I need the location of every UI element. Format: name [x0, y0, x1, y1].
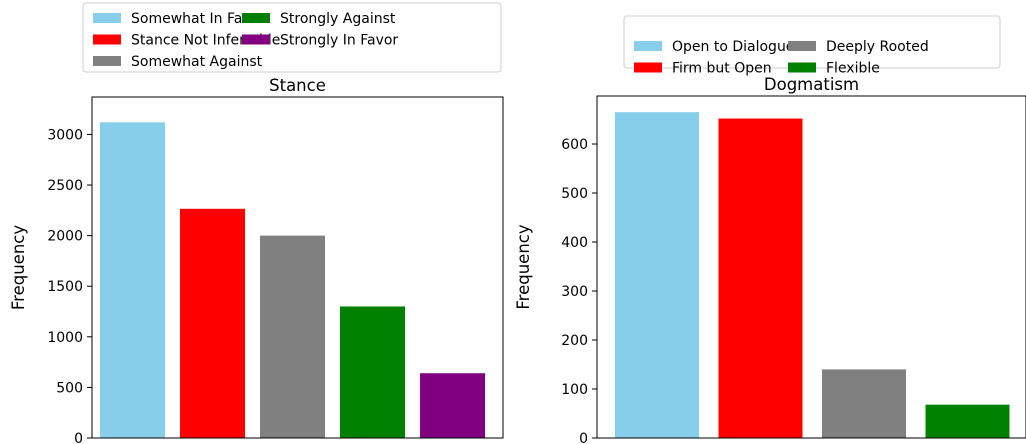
- bar-somewhat-in-favor: [100, 122, 165, 438]
- legend-label-flexible: Flexible: [826, 61, 880, 77]
- y-tick-label: 0: [74, 431, 83, 444]
- bar-strongly-against: [340, 306, 405, 438]
- bar-somewhat-against: [260, 235, 325, 438]
- y-tick-label: 500: [56, 380, 83, 396]
- legend-label-firm-but-open: Firm but Open: [672, 61, 772, 77]
- axes-frame: [91, 96, 504, 439]
- y-tick-label: 400: [561, 235, 588, 251]
- legend-label-somewhat-in-favor: Somewhat In Favor: [131, 11, 265, 27]
- legend-label-somewhat-against: Somewhat Against: [131, 54, 263, 70]
- legend: Open to Dialogue Firm but Open Deeply Root…: [623, 15, 1001, 77]
- legend-label-deeply-rooted: Deeply Rooted: [826, 39, 929, 55]
- legend-swatch-stance-not-inferrable: [93, 34, 121, 45]
- y-axis-label: Frequency: [514, 224, 533, 309]
- legend-swatch-firm-but-open: [634, 62, 662, 73]
- legend-swatch-somewhat-against: [93, 56, 121, 66]
- legend-swatch-open-to-dialogue: [634, 41, 662, 51]
- legend-swatch-strongly-in-favor: [242, 34, 270, 45]
- legend-label-open-to-dialogue: Open to Dialogue: [672, 39, 794, 55]
- y-tick-label: 100: [561, 382, 588, 398]
- legend-swatch-deeply-rooted: [788, 41, 816, 51]
- y-tick-label: 200: [561, 333, 588, 349]
- legend-swatch-flexible: [788, 62, 816, 73]
- legend-label-strongly-in-favor: Strongly In Favor: [280, 33, 398, 49]
- legend-label-strongly-against: Strongly Against: [280, 11, 396, 27]
- chart-title: Dogmatism: [764, 75, 859, 94]
- chart-dogmatism: 0 100 200 300 400 500 600 Dogmatism Frequency Ope…: [514, 15, 1026, 444]
- y-tick-label: 600: [561, 137, 588, 153]
- bar-stance-not-inferrable: [180, 208, 245, 438]
- bar-firm-but-open: [718, 118, 803, 438]
- bar-strongly-in-favor: [420, 373, 485, 438]
- bar-deeply-rooted: [822, 369, 906, 438]
- y-tick-label: 2500: [47, 178, 83, 194]
- chart-title: Stance: [269, 76, 326, 95]
- y-tick-label: 1500: [47, 279, 83, 295]
- y-tick-label: 300: [561, 284, 588, 300]
- y-tick-label: 2000: [47, 229, 83, 245]
- legend-swatch-strongly-against: [242, 13, 270, 23]
- axes-frame: [596, 95, 1026, 439]
- y-tick-label: 3000: [47, 127, 83, 143]
- y-tick-label: 0: [579, 431, 588, 444]
- y-tick-label: 500: [561, 186, 588, 202]
- chart-stance: 0 500 1000 1500 2000 2500 3000 Stance Frequency S…: [9, 2, 504, 444]
- bar-flexible: [925, 404, 1010, 438]
- y-tick-label: 1000: [47, 330, 83, 346]
- legend-swatch-somewhat-in-favor: [93, 13, 121, 23]
- legend-box: [82, 2, 502, 73]
- bar-open-to-dialogue: [615, 112, 699, 438]
- y-axis-label: Frequency: [9, 225, 28, 310]
